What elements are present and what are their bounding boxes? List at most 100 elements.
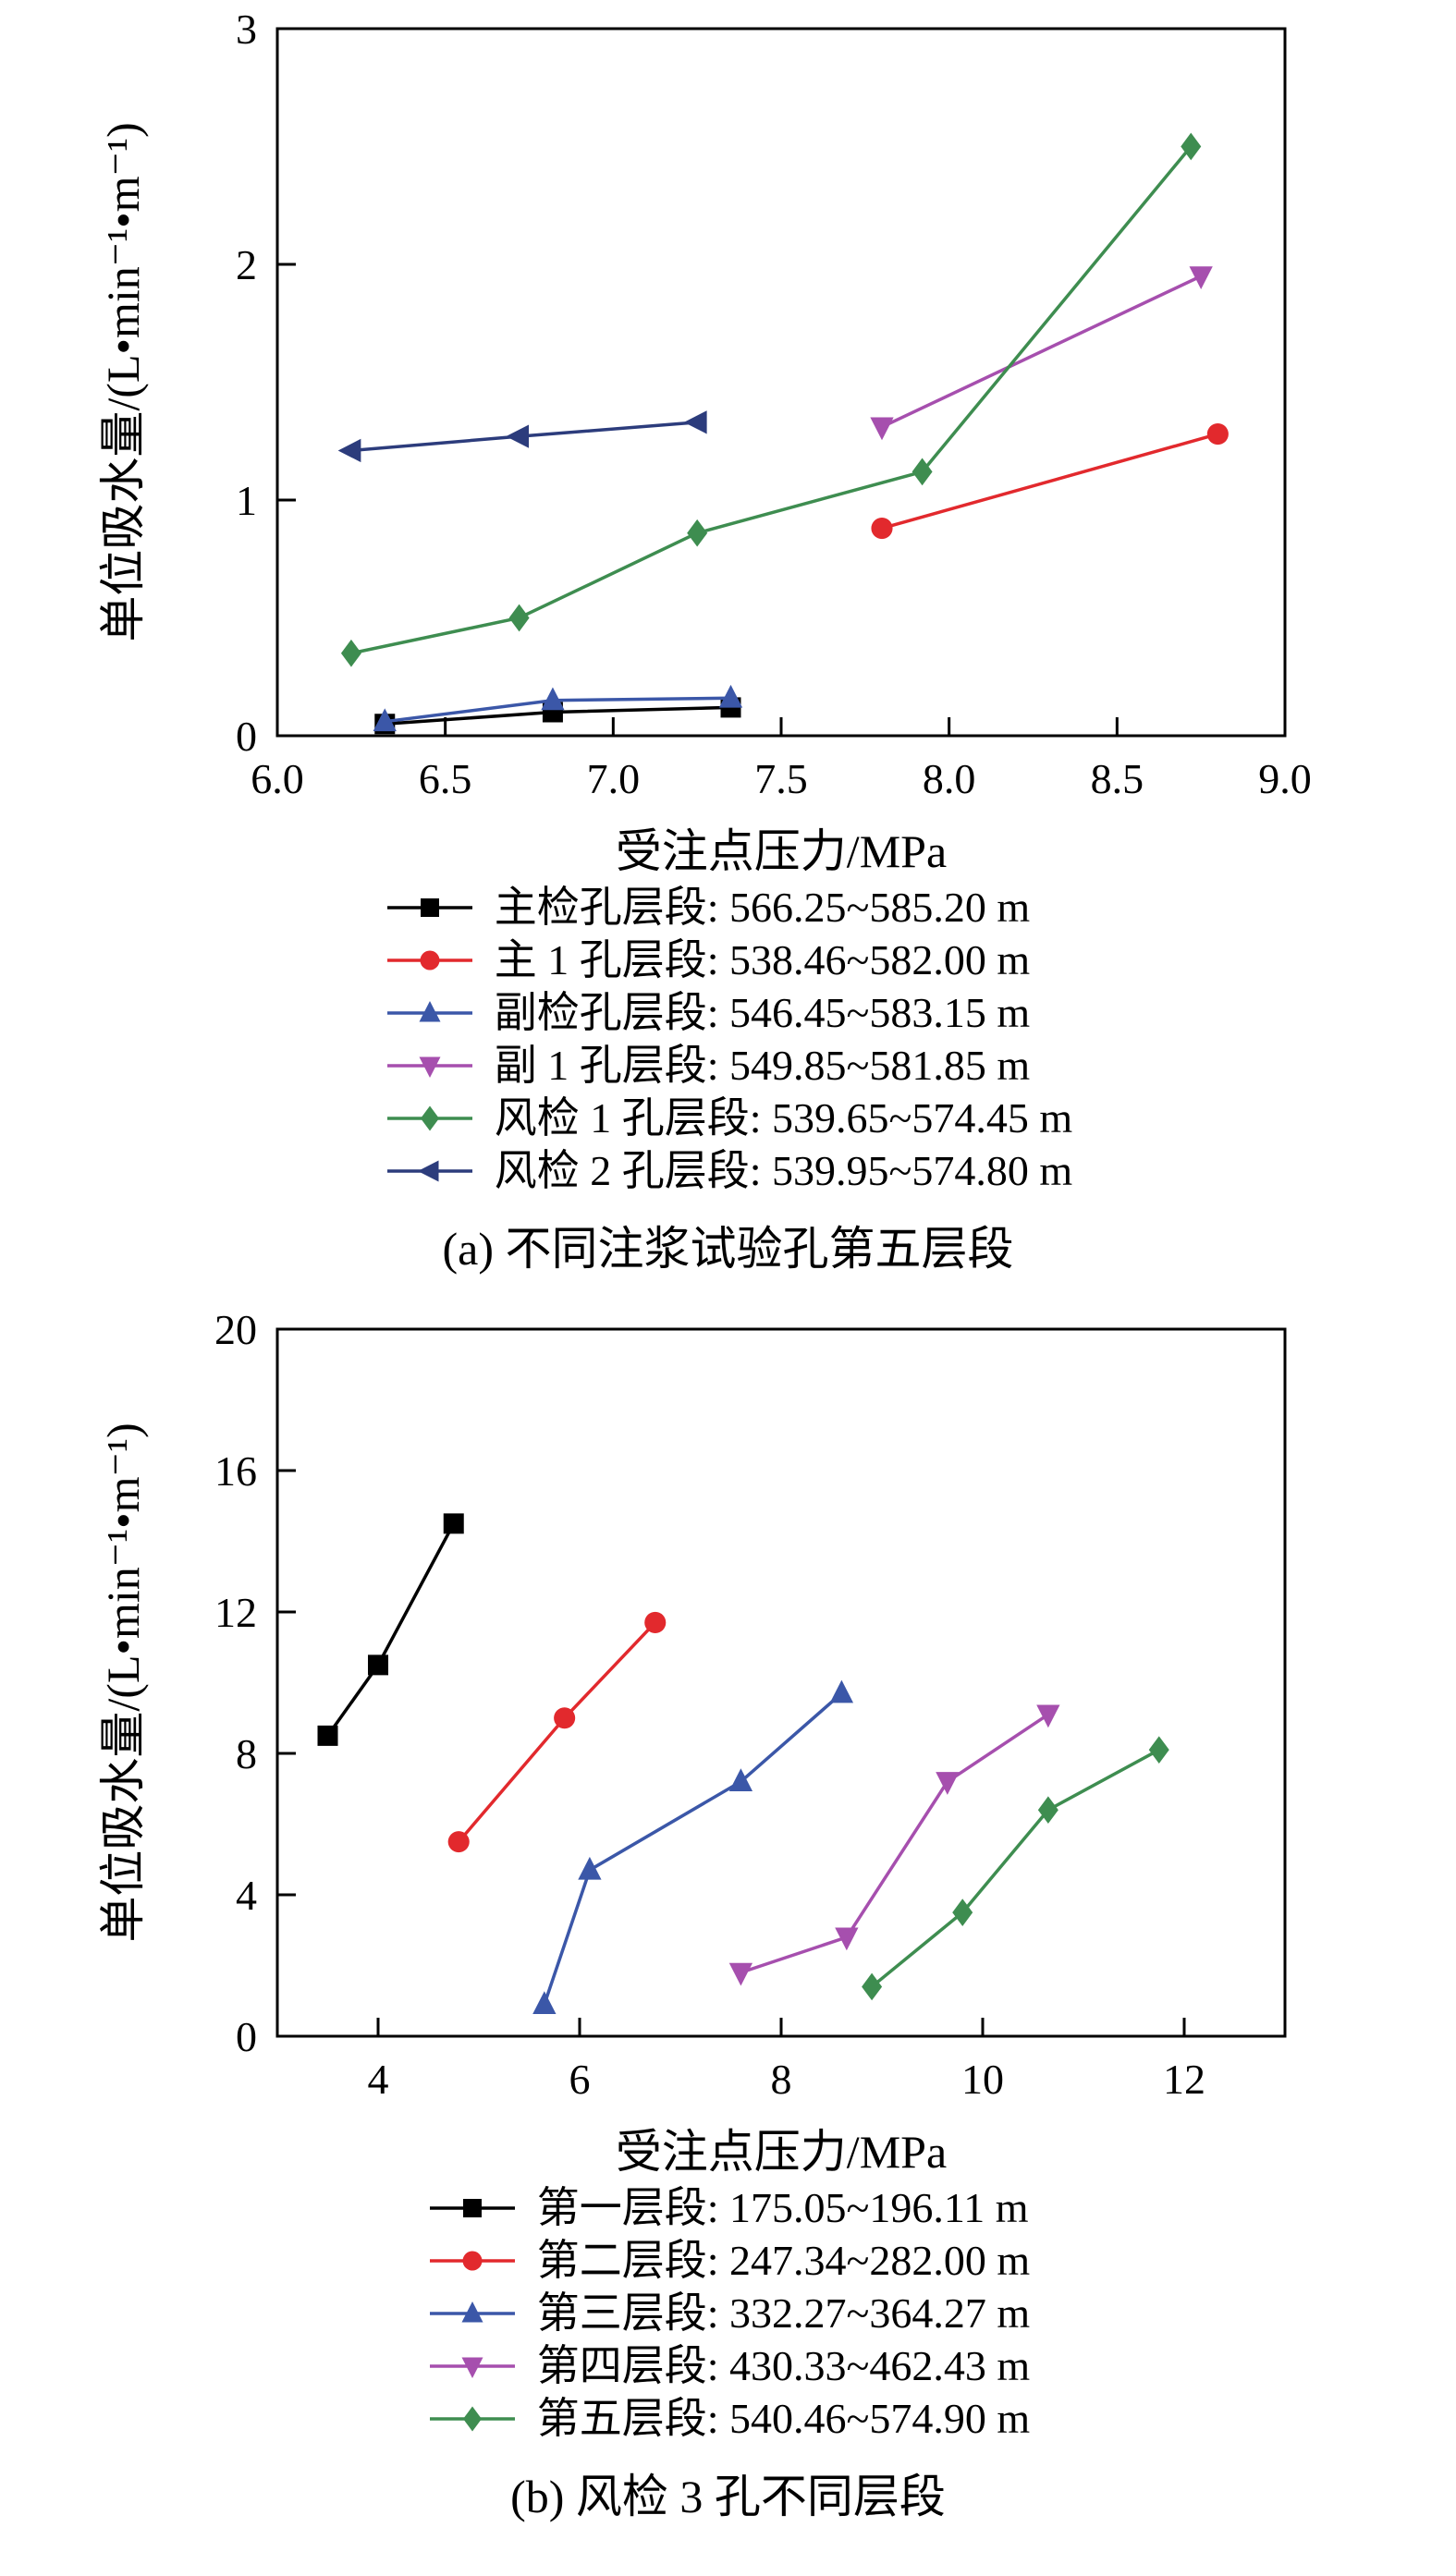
x-tick-label: 8.5: [1091, 755, 1144, 802]
y-tick-label: 2: [236, 241, 257, 288]
legend-item: 第二层段: 247.34~282.00 m: [426, 2234, 1030, 2287]
y-tick-label: 4: [236, 1872, 257, 1919]
triangle-left-marker: [506, 424, 530, 448]
legend-label: 第三层段: 332.27~364.27 m: [536, 2289, 1031, 2337]
x-tick-label: 8: [771, 2056, 792, 2103]
triangle-up-marker: [718, 684, 743, 708]
plot-frame: [275, 27, 1287, 738]
legend-marker-triangle-up: [429, 2301, 515, 2322]
triangle-up-marker: [541, 687, 565, 711]
y-tick-label: 16: [214, 1447, 257, 1495]
legend-label: 风检 1 孔层段: 539.65~574.45 m: [494, 1093, 1073, 1141]
y-tick-label: 8: [236, 1730, 257, 1777]
y-tick-label: 0: [236, 713, 257, 760]
circle-marker: [420, 950, 440, 970]
chart-panel-b: 4 6 8 10 12 0 4 8 12 16 20 受注点压力/MPa 单位吸水量/(L•min⁻¹•…: [0, 1306, 1456, 2526]
legend-item: 第五层段: 540.46~574.90 m: [426, 2392, 1030, 2445]
legend-marker-diamond: [429, 2406, 515, 2431]
triangle-down-marker: [1189, 266, 1213, 290]
legend-label: 风检 2 孔层段: 539.95~574.80 m: [494, 1146, 1073, 1194]
y-axis-label: 单位吸水量/(L•min⁻¹•m⁻¹): [97, 122, 149, 641]
chart-a-caption: (a) 不同注浆试验孔第五层段: [442, 1223, 1014, 1275]
square-marker: [317, 1725, 338, 1746]
x-tick-label: 6.0: [251, 755, 304, 802]
chart-a-plot: 6.0 6.5 7.0 7.5 8.0 8.5 9.0 0 1 2 3 受注点压力/MPa 单位吸水量/…: [97, 6, 1312, 877]
diamond-marker: [1148, 1736, 1169, 1764]
legend-item: 主 1 孔层段: 538.46~582.00 m: [384, 934, 1030, 986]
legend-label: 副 1 孔层段: 549.85~581.85 m: [494, 1041, 1031, 1089]
y-tick-label: 12: [214, 1589, 257, 1636]
series-line: [457, 1621, 657, 1843]
circle-marker: [1206, 423, 1229, 446]
x-tick-label: 6.5: [419, 755, 472, 802]
series-line: [350, 145, 1193, 655]
triangle-up-marker: [419, 1000, 441, 1021]
x-tick-label: 10: [961, 2056, 1004, 2103]
triangle-down-marker: [1036, 1704, 1060, 1728]
circle-marker: [462, 2251, 483, 2270]
legend-label: 第五层段: 540.46~574.90 m: [536, 2394, 1031, 2442]
x-tick-label: 7.0: [587, 755, 641, 802]
triangle-up-marker: [373, 708, 397, 732]
chart-b-caption: (b) 风检 3 孔不同层段: [510, 2471, 946, 2522]
circle-marker: [554, 1707, 576, 1729]
legend-marker-triangle-up: [386, 1000, 472, 1021]
legend-item: 主检孔层段: 566.25~585.20 m: [384, 881, 1030, 934]
x-tick-label: 9.0: [1258, 755, 1312, 802]
triangle-up-marker: [532, 1991, 557, 2015]
legend-marker-circle: [429, 2251, 515, 2270]
triangle-up-marker: [829, 1679, 854, 1703]
triangle-up-marker: [728, 1768, 753, 1792]
chart-b-legend: 第一层段: 175.05~196.11 m 第二层段: 247.34~282.00…: [426, 2181, 1030, 2445]
square-marker: [368, 1654, 388, 1676]
diamond-marker: [1037, 1796, 1058, 1825]
series-line: [881, 432, 1218, 531]
triangle-up-marker: [578, 1856, 602, 1880]
x-tick-label: 7.5: [754, 755, 808, 802]
diamond-marker: [912, 458, 933, 486]
legend-marker-triangle-down: [386, 1056, 472, 1078]
legend-label: 主 1 孔层段: 538.46~582.00 m: [494, 935, 1031, 983]
legend-marker-square: [429, 2198, 515, 2217]
x-axis-label: 受注点压力/MPa: [616, 825, 947, 877]
y-axis-label: 单位吸水量/(L•min⁻¹•m⁻¹): [97, 1422, 149, 1942]
triangle-left-marker: [683, 410, 707, 434]
legend-item: 第四层段: 430.33~462.43 m: [426, 2339, 1030, 2392]
legend-marker-circle: [386, 950, 472, 970]
diamond-marker: [862, 1972, 883, 2001]
diamond-marker: [952, 1898, 973, 1926]
plot-frame: [275, 1327, 1287, 2038]
legend-item: 风检 1 孔层段: 539.65~574.45 m: [384, 1092, 1072, 1144]
triangle-down-marker: [870, 417, 894, 441]
triangle-down-marker: [419, 1056, 441, 1078]
legend-label: 主检孔层段: 566.25~585.20 m: [494, 883, 1031, 931]
legend-item: 副检孔层段: 546.45~583.15 m: [384, 986, 1030, 1039]
y-tick-label: 1: [236, 477, 257, 524]
legend-label: 第二层段: 247.34~282.00 m: [536, 2236, 1031, 2284]
diamond-marker: [687, 519, 708, 547]
y-tick-label: 0: [236, 2013, 257, 2060]
legend-label: 副检孔层段: 546.45~583.15 m: [494, 988, 1031, 1036]
square-marker: [462, 2198, 482, 2217]
series-line: [870, 1748, 1160, 1988]
circle-marker: [447, 1831, 470, 1853]
circle-marker: [871, 518, 893, 540]
series-line: [543, 1691, 843, 2006]
triangle-down-marker: [461, 2357, 483, 2378]
legend-item: 第三层段: 332.27~364.27 m: [426, 2287, 1030, 2339]
x-tick-label: 12: [1163, 2056, 1205, 2103]
y-tick-label: 20: [214, 1306, 257, 1353]
y-tick-label: 3: [236, 6, 257, 53]
legend-item: 风检 2 孔层段: 539.95~574.80 m: [384, 1144, 1072, 1197]
square-marker: [443, 1513, 464, 1534]
series-line: [881, 275, 1202, 429]
series-line: [326, 1522, 456, 1737]
triangle-down-marker: [936, 1772, 960, 1795]
chart-panel-a: 6.0 6.5 7.0 7.5 8.0 8.5 9.0 0 1 2 3 受注点压力/MPa 单位吸水量/…: [0, 6, 1456, 1278]
diamond-marker: [340, 639, 361, 667]
legend-item: 第一层段: 175.05~196.11 m: [426, 2181, 1029, 2234]
legend-item: 副 1 孔层段: 549.85~581.85 m: [384, 1039, 1030, 1092]
chart-b-plot: 4 6 8 10 12 0 4 8 12 16 20 受注点压力/MPa 单位吸水量/(L•min⁻¹•…: [97, 1306, 1287, 2178]
diamond-marker: [508, 604, 530, 632]
